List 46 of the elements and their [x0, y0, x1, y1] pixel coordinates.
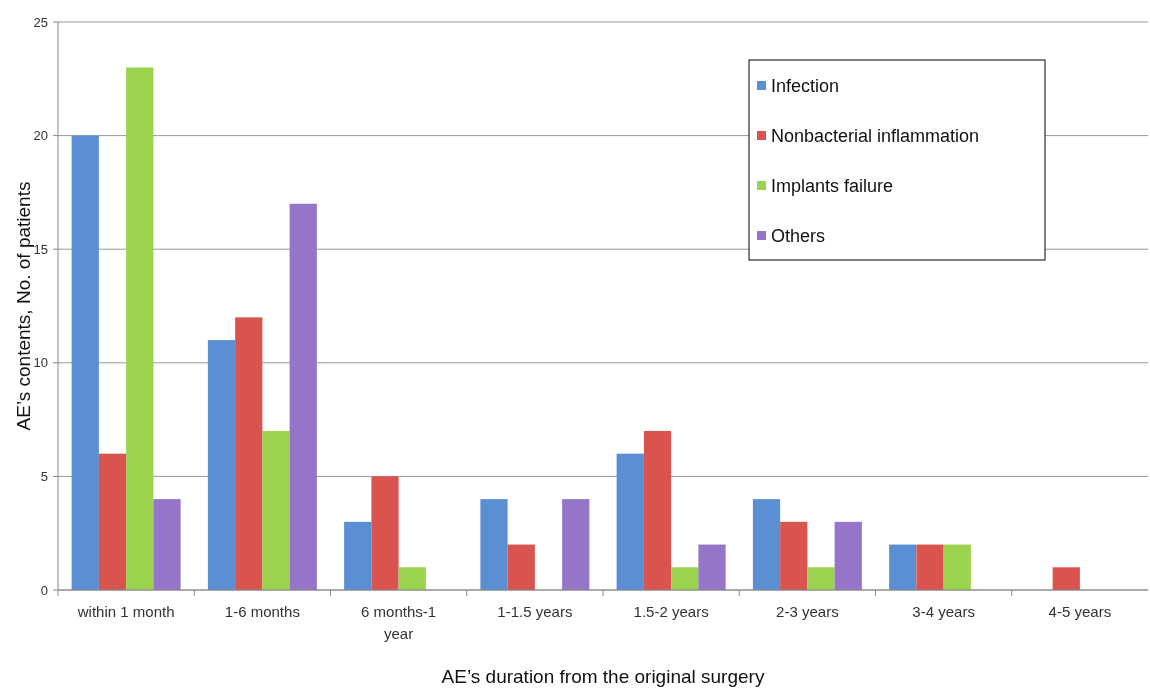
bar [507, 544, 535, 590]
bar [807, 567, 835, 590]
legend-label: Implants failure [771, 176, 894, 197]
x-tick-label: 4-5 years [1048, 603, 1112, 620]
bar [98, 453, 127, 590]
legend-label: Nonbacterial inflammation [771, 126, 980, 147]
x-tick-label: 6 months-1 year [361, 603, 437, 642]
bar [1052, 567, 1080, 590]
bar [207, 340, 236, 590]
bar [153, 499, 181, 590]
x-tick-label: 1-1.5 years [497, 603, 573, 620]
y-axis-title: AE’s contents, No. of patients [13, 181, 34, 431]
bar [71, 135, 99, 590]
x-tick-label: 2-3 years [776, 603, 839, 620]
x-tick-label: 1.5-2 years [633, 603, 709, 620]
y-tick-label: 5 [40, 468, 48, 484]
bar [371, 476, 399, 590]
legend-label: Infection [771, 76, 840, 97]
bar [643, 430, 672, 590]
bar [834, 521, 862, 590]
y-tick-label: 10 [33, 355, 48, 371]
y-tick-label: 20 [33, 128, 48, 144]
x-axis-title: AE’s duration from the original surgery [441, 666, 765, 687]
x-tick-label: 3-4 years [912, 603, 975, 620]
x-tick-label: 1-6 months [224, 603, 300, 620]
bar [235, 317, 263, 590]
bar [262, 430, 290, 590]
legend-label: Others [771, 226, 826, 247]
bar [398, 567, 426, 590]
bar [562, 499, 590, 590]
bar [889, 544, 917, 590]
bar [126, 67, 154, 590]
y-tick-label: 15 [33, 241, 48, 257]
bar [752, 499, 781, 590]
bar [780, 521, 808, 590]
bar [289, 203, 317, 590]
bar [943, 544, 971, 590]
y-tick-label: 0 [40, 582, 48, 598]
bar [616, 453, 644, 590]
bar [344, 521, 372, 590]
bar [698, 544, 726, 590]
bar [480, 499, 508, 590]
y-tick-label: 25 [33, 14, 48, 30]
x-tick-label: within 1 month [76, 603, 175, 620]
bar [671, 567, 699, 590]
bar [916, 544, 944, 590]
